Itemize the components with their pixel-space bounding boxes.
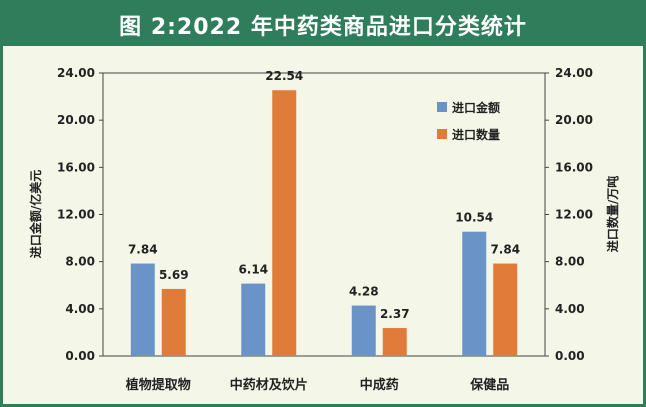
bar-amount: [130, 263, 155, 356]
y2-tick-label: 24.00: [555, 66, 593, 80]
y2-tick-label: 4.00: [555, 302, 585, 316]
data-label: 7.84: [490, 243, 520, 257]
y2-tick-label: 8.00: [555, 255, 585, 269]
right-axis: 0.00 4.00 8.00 12.00 16.00 20.00 24.00: [545, 66, 593, 363]
category-label: 保健品: [469, 377, 509, 393]
legend-label-amount: 进口金额: [452, 100, 500, 115]
bar-quantity: [161, 288, 186, 356]
legend-swatch-quantity: [437, 129, 447, 139]
y-tick-label: 16.00: [57, 160, 95, 174]
chart-title: 图 2:2022 年中药类商品进口分类统计: [3, 3, 643, 46]
category-labels: 植物提取物 中药材及饮片 中成药 保健品: [125, 377, 510, 393]
y-tick-label: 8.00: [65, 255, 95, 269]
y2-tick-label: 12.00: [555, 208, 593, 222]
data-label: 5.69: [159, 268, 189, 282]
y-axis-title: 进口金额/亿美元: [28, 170, 43, 258]
legend-swatch-amount: [437, 102, 447, 112]
legend-label-quantity: 进口数量: [452, 127, 500, 142]
y-tick-label: 20.00: [57, 113, 95, 127]
category-label: 植物提取物: [125, 377, 191, 393]
data-label: 10.54: [455, 211, 493, 225]
bar-quantity: [382, 328, 407, 356]
legend: 进口金额 进口数量: [437, 100, 500, 142]
left-axis: 0.00 4.00 8.00 12.00 16.00 20.00 24.00: [57, 66, 103, 363]
bar-amount: [241, 283, 266, 356]
y2-tick-label: 20.00: [555, 113, 593, 127]
data-label: 6.14: [238, 263, 268, 277]
data-label: 2.37: [380, 307, 410, 321]
y-tick-label: 4.00: [65, 302, 95, 316]
y-tick-label: 0.00: [65, 349, 95, 363]
data-label: 22.54: [265, 69, 303, 83]
category-label: 中药材及饮片: [230, 377, 308, 393]
bar-amount: [351, 305, 376, 356]
bar-amount: [462, 231, 487, 356]
bar-quantity: [272, 90, 297, 357]
category-label: 中成药: [360, 377, 399, 393]
y2-tick-label: 16.00: [555, 160, 593, 174]
bar-quantity: [493, 263, 518, 356]
y2-axis-title: 进口数量/万吨: [605, 176, 620, 252]
data-label: 7.84: [128, 243, 158, 257]
data-label: 4.28: [349, 285, 379, 299]
y2-tick-label: 0.00: [555, 349, 585, 363]
y-tick-label: 24.00: [57, 66, 95, 80]
y-tick-label: 12.00: [57, 208, 95, 222]
